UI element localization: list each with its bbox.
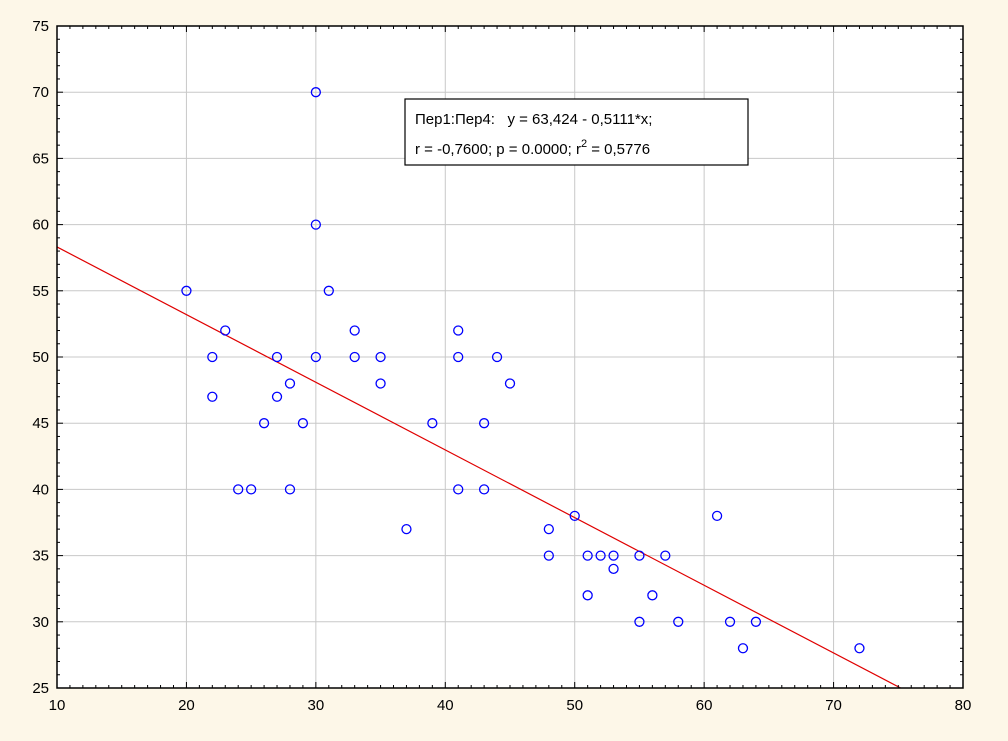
data-point xyxy=(271,391,283,402)
data-point xyxy=(569,510,580,522)
data-point xyxy=(478,484,490,495)
data-point xyxy=(608,550,619,561)
data-point xyxy=(427,418,438,429)
x-tick-label: 30 xyxy=(308,697,325,714)
regression-line xyxy=(56,246,901,689)
data-point xyxy=(258,418,270,429)
y-tick-label: 65 xyxy=(32,150,49,167)
y-tick-labels: 25 30 35 40 45 50 55 60 65 70 75 xyxy=(32,18,49,697)
stats-annotation: Пер1:Пер4: y = 63,424 - 0,5111*x; r = -0… xyxy=(404,98,749,166)
data-point xyxy=(220,325,231,336)
annotation-line-2: r = -0,7600; p = 0.0000; r2 = 0,5776 xyxy=(415,138,650,158)
y-tick-label: 50 xyxy=(32,349,49,366)
annotation-line-1: Пер1:Пер4: y = 63,424 - 0,5111*x; xyxy=(415,111,652,128)
data-point xyxy=(582,590,593,601)
data-point xyxy=(245,484,257,495)
data-point xyxy=(233,484,244,495)
x-tick-label: 80 xyxy=(955,697,972,714)
annotation-box xyxy=(404,98,749,166)
y-tick-label: 45 xyxy=(32,415,49,432)
data-point xyxy=(310,87,322,98)
data-point xyxy=(375,378,386,389)
data-point xyxy=(737,643,749,654)
data-point xyxy=(854,643,865,654)
data-point xyxy=(349,351,360,363)
data-point xyxy=(673,616,684,627)
data-point xyxy=(375,351,386,363)
y-tick-label: 60 xyxy=(32,217,49,234)
data-point xyxy=(491,351,503,363)
data-point xyxy=(453,325,464,336)
data-point xyxy=(543,550,554,561)
data-point xyxy=(750,616,762,627)
x-tick-label: 50 xyxy=(566,697,583,714)
data-point xyxy=(453,484,464,495)
axis-ticks xyxy=(56,25,964,689)
data-point xyxy=(582,550,593,561)
annotation-line-2-b: = 0,5776 xyxy=(587,141,650,158)
data-point xyxy=(284,378,296,389)
data-point xyxy=(634,616,645,627)
y-tick-label: 70 xyxy=(32,84,49,101)
data-point xyxy=(647,590,658,601)
data-point xyxy=(504,378,516,389)
x-tick-label: 20 xyxy=(178,697,195,714)
data-point xyxy=(310,351,322,363)
data-point xyxy=(543,523,554,535)
y-tick-label: 30 xyxy=(32,614,49,631)
data-point xyxy=(724,616,736,627)
x-tick-labels: 10 20 30 40 50 60 70 80 xyxy=(49,697,972,714)
annotation-line-2-a: r = -0,7600; p = 0.0000; r xyxy=(415,141,581,158)
y-tick-label: 35 xyxy=(32,548,49,565)
x-tick-label: 70 xyxy=(825,697,842,714)
data-point xyxy=(310,219,322,230)
data-point xyxy=(207,351,218,363)
x-tick-label: 40 xyxy=(437,697,454,714)
data-point xyxy=(711,510,723,522)
y-tick-label: 55 xyxy=(32,283,49,300)
data-point xyxy=(284,484,296,495)
data-point xyxy=(323,285,334,296)
data-points xyxy=(181,87,865,654)
data-point xyxy=(478,418,490,429)
x-tick-label: 60 xyxy=(696,697,713,714)
data-point xyxy=(453,351,464,363)
data-point xyxy=(401,523,412,535)
y-tick-label: 75 xyxy=(32,18,49,35)
x-tick-label: 10 xyxy=(49,697,66,714)
data-point xyxy=(349,325,360,336)
data-point xyxy=(595,550,606,561)
data-point xyxy=(608,563,619,574)
data-point xyxy=(634,550,645,561)
data-point xyxy=(181,285,192,296)
annotation-superscript: 2 xyxy=(581,138,587,150)
y-tick-label: 25 xyxy=(32,680,49,697)
data-point xyxy=(660,550,671,561)
data-point xyxy=(207,391,218,402)
data-point xyxy=(297,418,309,429)
data-point xyxy=(271,351,283,363)
y-tick-label: 40 xyxy=(32,481,49,498)
